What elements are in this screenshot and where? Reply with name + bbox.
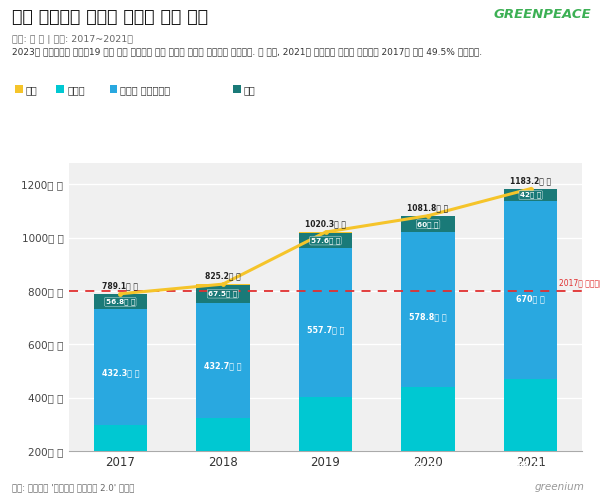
Text: GREENPEACE: GREENPEACE bbox=[493, 8, 591, 21]
Bar bbox=[94, 310, 147, 425]
Text: 2023년 그린피스는 코로나19 시대 이후 플라스틱 소비 추세를 연구한 보고서를 발표했다. 그 결과, 2021년 플라스틱 폐기물 배출량은 201: 2023년 그린피스는 코로나19 시대 이후 플라스틱 소비 추세를 연구한 … bbox=[12, 48, 482, 57]
Text: 42만 톤: 42만 톤 bbox=[520, 192, 541, 198]
Text: 사업장 배출시설계: 사업장 배출시설계 bbox=[121, 85, 170, 95]
Text: 출처: 그린피스 '플라스틱 대한민국 2.0' 보고서: 출처: 그린피스 '플라스틱 대한민국 2.0' 보고서 bbox=[12, 483, 134, 492]
Bar bbox=[196, 303, 250, 418]
Text: 825.2만 톤: 825.2만 톤 bbox=[205, 272, 241, 281]
Bar bbox=[196, 285, 250, 303]
Text: 557.7만 톤: 557.7만 톤 bbox=[307, 326, 344, 335]
Bar bbox=[94, 294, 147, 310]
Text: 789.1만 톤: 789.1만 톤 bbox=[103, 281, 139, 290]
Text: 441.1만 톤: 441.1만 톤 bbox=[409, 462, 447, 471]
Text: 1183.2만 톤: 1183.2만 톤 bbox=[510, 176, 551, 185]
Bar bbox=[299, 248, 352, 397]
Bar bbox=[401, 216, 455, 232]
Bar bbox=[196, 284, 250, 285]
Text: 2017년 플라스틱 폐기물 배출량: 2017년 플라스틱 폐기물 배출량 bbox=[559, 279, 600, 288]
Text: 건설: 건설 bbox=[244, 85, 256, 95]
Text: 298만 톤: 298만 톤 bbox=[106, 473, 135, 482]
Text: 57.6만 톤: 57.6만 톤 bbox=[311, 237, 340, 244]
Text: 56.8만 톤: 56.8만 톤 bbox=[106, 299, 135, 305]
Bar bbox=[196, 418, 250, 501]
Text: 한국 플라스틱 폐기물 발생량 흐름 추이: 한국 플라스틱 폐기물 발생량 흐름 추이 bbox=[12, 8, 208, 26]
Text: 60만 톤: 60만 톤 bbox=[418, 221, 439, 227]
Text: 1081.8만 톤: 1081.8만 톤 bbox=[407, 203, 449, 212]
Text: greenium: greenium bbox=[535, 482, 585, 492]
Text: 323만 톤: 323만 톤 bbox=[208, 471, 238, 480]
Text: 670만 톤: 670만 톤 bbox=[517, 295, 545, 304]
Bar bbox=[94, 425, 147, 501]
Bar bbox=[504, 200, 557, 379]
Bar bbox=[504, 189, 557, 200]
Bar bbox=[299, 233, 352, 248]
Text: 578.8만 톤: 578.8만 톤 bbox=[409, 313, 447, 322]
Bar bbox=[401, 387, 455, 501]
Bar bbox=[504, 379, 557, 501]
Text: 468.2만 톤: 468.2만 톤 bbox=[512, 460, 550, 469]
Text: 생활계: 생활계 bbox=[67, 85, 85, 95]
Text: 1020.3만 톤: 1020.3만 톤 bbox=[305, 219, 346, 228]
Text: 단위: 만 톤 | 기간: 2017~2021년: 단위: 만 톤 | 기간: 2017~2021년 bbox=[12, 35, 133, 44]
Bar bbox=[299, 397, 352, 501]
Text: 402만 톤: 402만 톤 bbox=[311, 465, 340, 474]
Text: 중량: 중량 bbox=[26, 85, 38, 95]
Text: 432.3만 톤: 432.3만 톤 bbox=[101, 368, 139, 377]
Text: 67.5만 톤: 67.5만 톤 bbox=[208, 291, 238, 297]
Bar bbox=[299, 232, 352, 233]
Text: 432.7만 톤: 432.7만 톤 bbox=[204, 362, 242, 371]
Bar bbox=[401, 232, 455, 387]
